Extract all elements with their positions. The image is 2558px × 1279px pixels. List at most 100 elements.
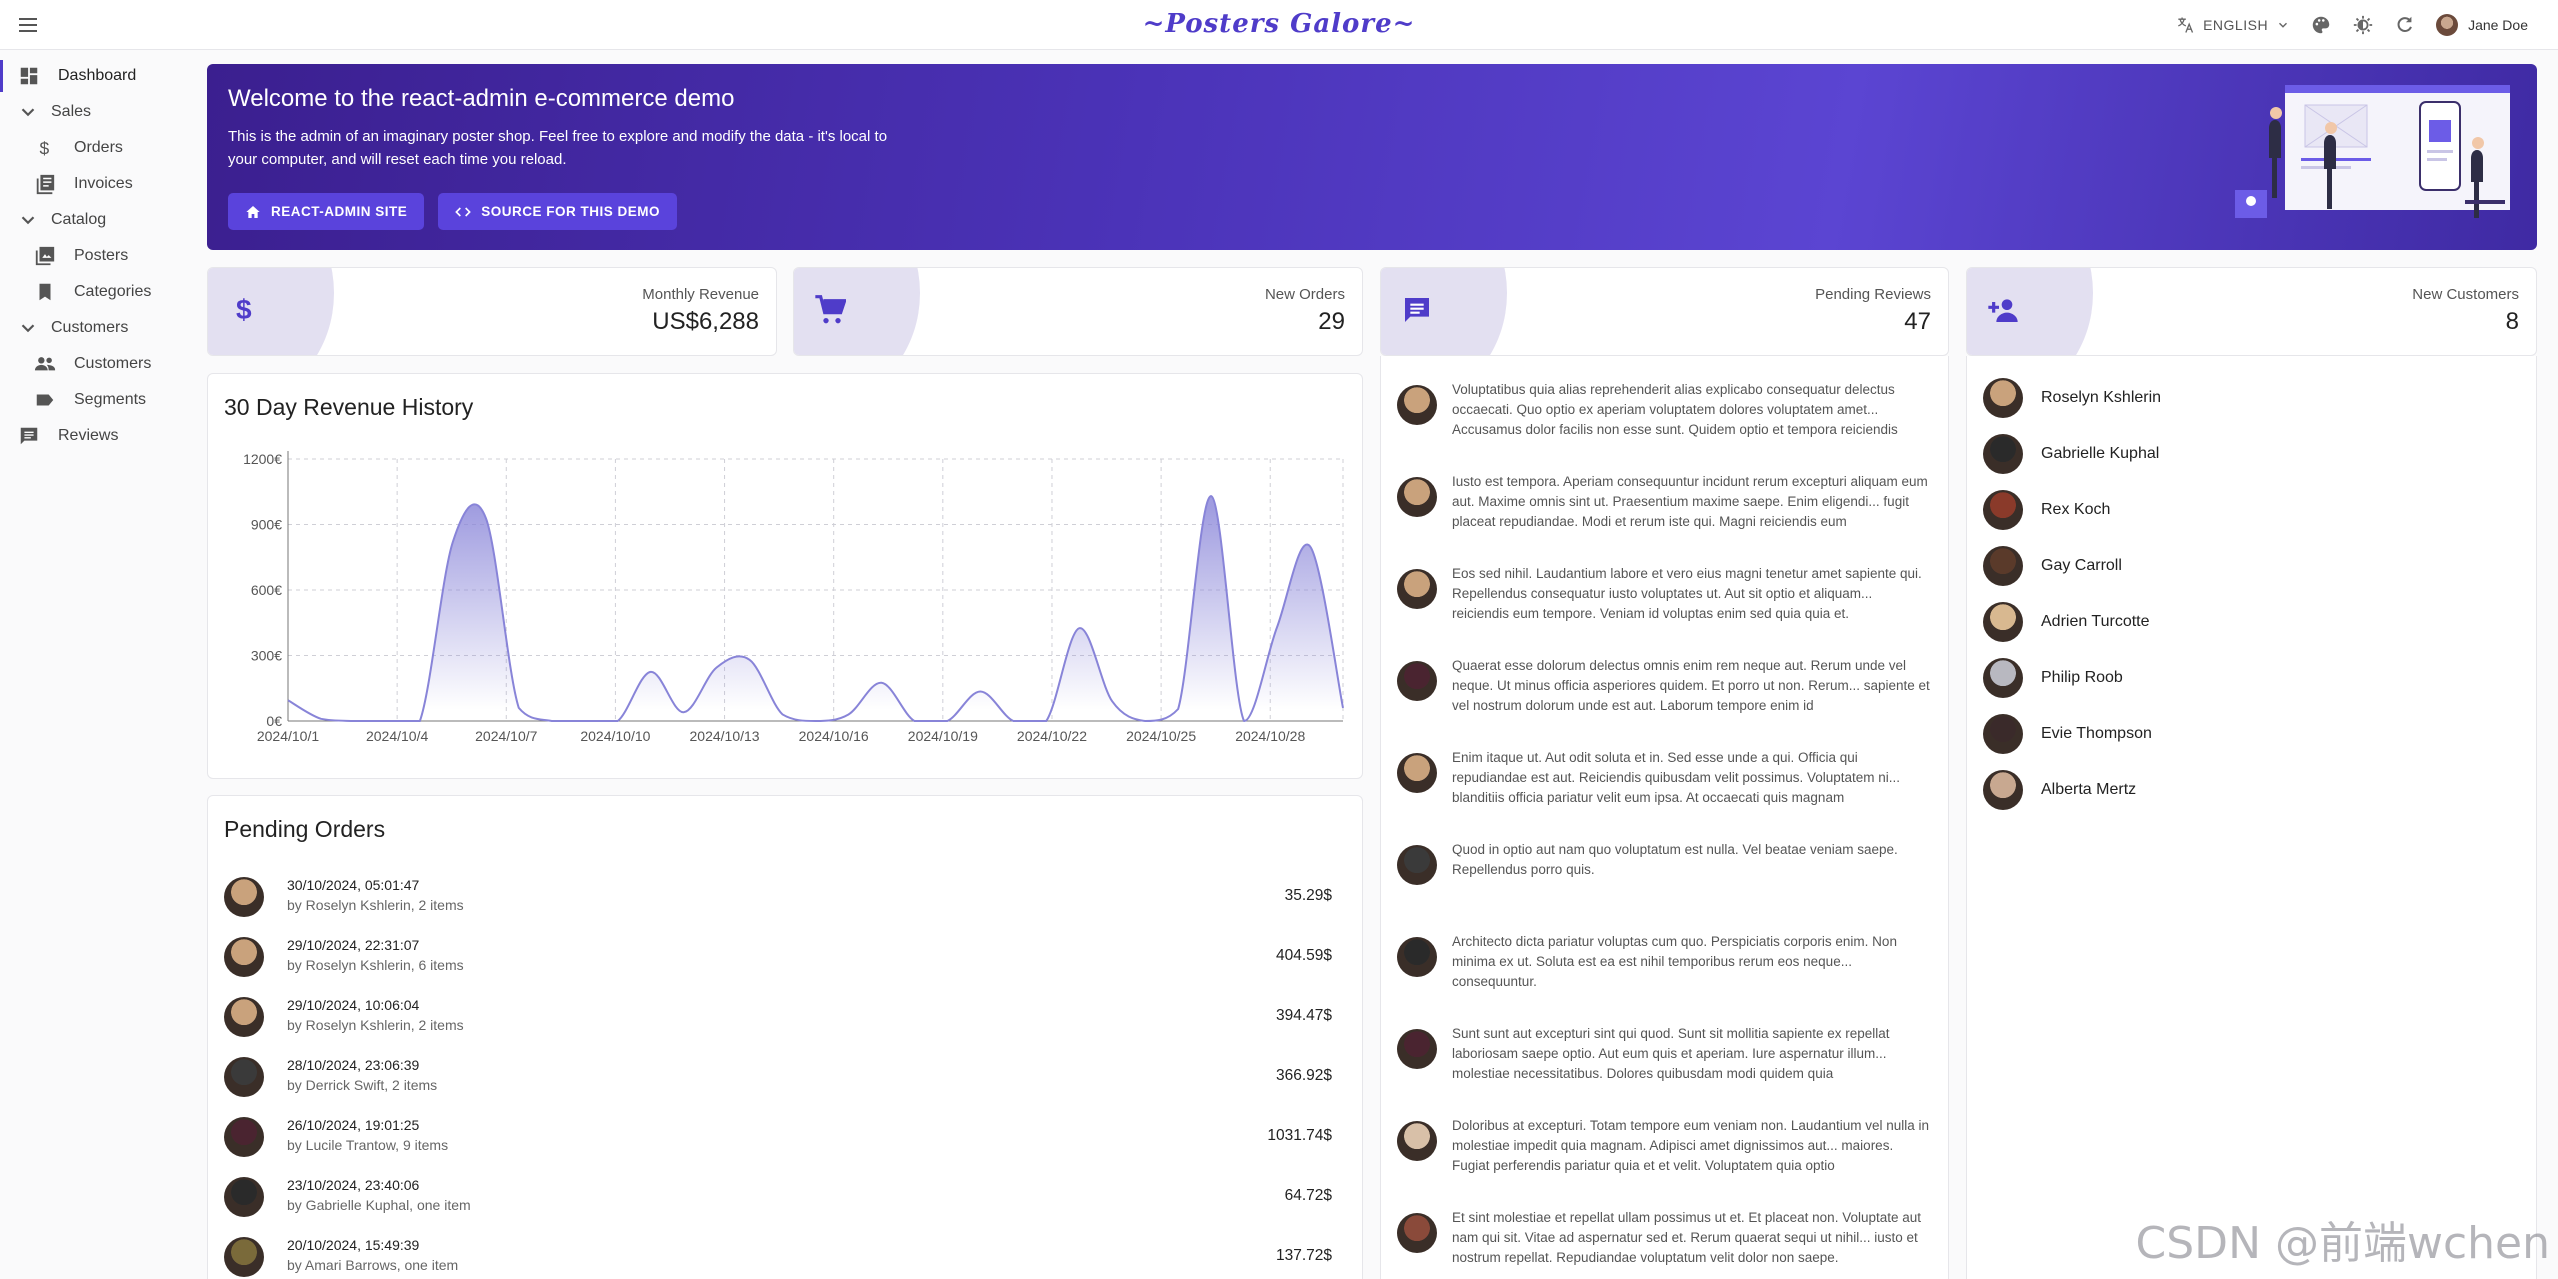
new-customers-card[interactable]: New Customers 8: [1966, 267, 2537, 356]
theme-toggle-icon[interactable]: [2352, 14, 2374, 36]
sidebar-item-segments[interactable]: Segments: [0, 382, 200, 418]
dashboard-icon: [20, 67, 38, 85]
customer-item[interactable]: Philip Roob: [1983, 650, 2520, 706]
react-admin-site-button[interactable]: REACT-ADMIN SITE: [228, 193, 425, 230]
order-row[interactable]: 29/10/2024, 10:06:04 by Roselyn Kshlerin,…: [224, 986, 1332, 1046]
new-orders-card[interactable]: New Orders 29: [793, 267, 1363, 356]
order-date: 29/10/2024, 10:06:04: [287, 997, 420, 1013]
order-row[interactable]: 23/10/2024, 23:40:06 by Gabrielle Kuphal,…: [224, 1166, 1332, 1226]
customer-item[interactable]: Evie Thompson: [1983, 706, 2520, 762]
order-customer: by Derrick Swift, 2 items: [287, 1077, 438, 1093]
language-selector[interactable]: ENGLISH: [2175, 15, 2290, 35]
stat-value: 47: [1904, 308, 1931, 335]
collections-icon: [35, 246, 55, 266]
avatar: [1983, 714, 2023, 754]
review-text: Architecto dicta pariatur voluptas cum q…: [1452, 934, 1897, 989]
customer-item[interactable]: Alberta Mertz: [1983, 762, 2520, 818]
order-row[interactable]: 28/10/2024, 23:06:39 by Derrick Swift, 2 …: [224, 1046, 1332, 1106]
avatar: [1983, 490, 2023, 530]
review-item[interactable]: Sunt sunt aut excepturi sint qui quod. S…: [1397, 1024, 1932, 1116]
sidebar-group-customers[interactable]: Customers: [0, 310, 200, 346]
sidebar-item-orders[interactable]: $ Orders: [0, 130, 200, 166]
review-text: Quod in optio aut nam quo voluptatum est…: [1452, 842, 1898, 877]
avatar: [1983, 602, 2023, 642]
revenue-line: [287, 495, 1344, 723]
order-amount: 404.59$: [1275, 947, 1332, 964]
label-icon: [36, 394, 54, 406]
stat-card-decoration: [1381, 268, 1507, 355]
shopping-cart-icon: [815, 295, 846, 324]
order-customer: by Lucile Trantow, 9 items: [287, 1137, 449, 1153]
review-item[interactable]: Et sint molestiae et repellat ullam poss…: [1397, 1208, 1932, 1279]
y-tick-label: 900€: [251, 517, 282, 533]
review-text: Quaerat esse dolorum delectus omnis enim…: [1452, 658, 1930, 713]
sidebar-item-posters[interactable]: Posters: [0, 238, 200, 274]
person-add-icon: [1988, 299, 2018, 322]
revenue-history-card: 30 Day Revenue History 0€ 300€ 600€ 900€ 120…: [207, 373, 1363, 779]
stat-value: 29: [1318, 308, 1345, 335]
customer-name: Roselyn Kshlerin: [2041, 389, 2162, 406]
react-admin-site-label: REACT-ADMIN SITE: [271, 204, 408, 219]
review-item[interactable]: Eos sed nihil. Laudantium labore et vero…: [1397, 564, 1932, 656]
order-row[interactable]: 30/10/2024, 05:01:47 by Roselyn Kshlerin,…: [224, 866, 1332, 926]
order-row[interactable]: 26/10/2024, 19:01:25 by Lucile Trantow, 9…: [224, 1106, 1332, 1166]
svg-text:$: $: [40, 138, 50, 158]
avatar: [1397, 753, 1437, 793]
refresh-icon[interactable]: [2394, 14, 2416, 36]
review-item[interactable]: Voluptatibus quia alias reprehenderit al…: [1397, 380, 1932, 472]
dollar-icon: $: [40, 138, 50, 158]
avatar: [1397, 1029, 1437, 1069]
sidebar-item-customers[interactable]: Customers: [0, 346, 200, 382]
review-item[interactable]: Iusto est tempora. Aperiam consequuntur …: [1397, 472, 1932, 564]
customer-name: Evie Thompson: [2041, 725, 2152, 742]
review-text: Et sint molestiae et repellat ullam poss…: [1452, 1210, 1922, 1265]
customer-item[interactable]: Gay Carroll: [1983, 538, 2520, 594]
sidebar-item-dashboard[interactable]: Dashboard: [0, 58, 200, 94]
order-row[interactable]: 29/10/2024, 22:31:07 by Roselyn Kshlerin,…: [224, 926, 1332, 986]
customer-item[interactable]: Roselyn Kshlerin: [1983, 370, 2520, 426]
stat-label: New Orders: [1264, 286, 1345, 303]
revenue-chart: 0€ 300€ 600€ 900€ 1200€ 2024/10/1 2024/10/4 202…: [243, 451, 1344, 744]
sidebar-item-invoices[interactable]: Invoices: [0, 166, 200, 202]
avatar: [1397, 477, 1437, 517]
review-item[interactable]: Quod in optio aut nam quo voluptatum est…: [1397, 840, 1932, 932]
x-tick-label: 2024/10/13: [690, 728, 760, 744]
order-row[interactable]: 20/10/2024, 15:49:39 by Amari Barrows, on…: [224, 1226, 1332, 1279]
welcome-illustration: [2235, 85, 2510, 218]
dollar-icon: $: [236, 294, 252, 325]
comment-icon: [20, 427, 38, 445]
review-item[interactable]: Enim itaque ut. Aut odit soluta et in. S…: [1397, 748, 1932, 840]
palette-icon[interactable]: [2310, 14, 2332, 36]
order-date: 23/10/2024, 23:40:06: [287, 1177, 420, 1193]
stat-card-decoration: [208, 268, 334, 355]
invoice-icon: [36, 174, 55, 195]
avatar: [1983, 378, 2023, 418]
menu-icon[interactable]: [16, 13, 40, 37]
chevron-down-icon: [2279, 22, 2288, 28]
avatar: [1397, 1121, 1437, 1161]
order-amount: 1031.74$: [1267, 1127, 1332, 1144]
customer-name: Rex Koch: [2041, 501, 2111, 518]
order-amount: 394.47$: [1275, 1007, 1332, 1024]
sidebar-item-categories[interactable]: Categories: [0, 274, 200, 310]
x-tick-label: 2024/10/7: [475, 728, 537, 744]
user-menu[interactable]: Jane Doe: [2436, 14, 2528, 36]
customer-item[interactable]: Adrien Turcotte: [1983, 594, 2520, 650]
sidebar-group-sales[interactable]: Sales: [0, 94, 200, 130]
customer-item[interactable]: Rex Koch: [1983, 482, 2520, 538]
watermark: CSDN @前端wchen: [2135, 1218, 2550, 1269]
sidebar-item-reviews[interactable]: Reviews: [0, 418, 200, 454]
review-item[interactable]: Quaerat esse dolorum delectus omnis enim…: [1397, 656, 1932, 748]
x-tick-label: 2024/10/28: [1235, 728, 1305, 744]
review-item[interactable]: Doloribus at excepturi. Totam tempore eu…: [1397, 1116, 1932, 1208]
order-customer: by Amari Barrows, one item: [287, 1257, 459, 1273]
pending-reviews-card[interactable]: Pending Reviews 47: [1380, 267, 1949, 356]
customer-item[interactable]: Gabrielle Kuphal: [1983, 426, 2520, 482]
review-item[interactable]: Architecto dicta pariatur voluptas cum q…: [1397, 932, 1932, 1024]
sidebar-group-catalog[interactable]: Catalog: [0, 202, 200, 238]
source-for-demo-button[interactable]: SOURCE FOR THIS DEMO: [438, 193, 678, 230]
customer-name: Gay Carroll: [2041, 557, 2122, 574]
avatar: [224, 877, 264, 917]
app-title: ~Posters Galore~: [1142, 9, 1416, 39]
monthly-revenue-card[interactable]: $ Monthly Revenue US$6,288: [207, 267, 777, 356]
